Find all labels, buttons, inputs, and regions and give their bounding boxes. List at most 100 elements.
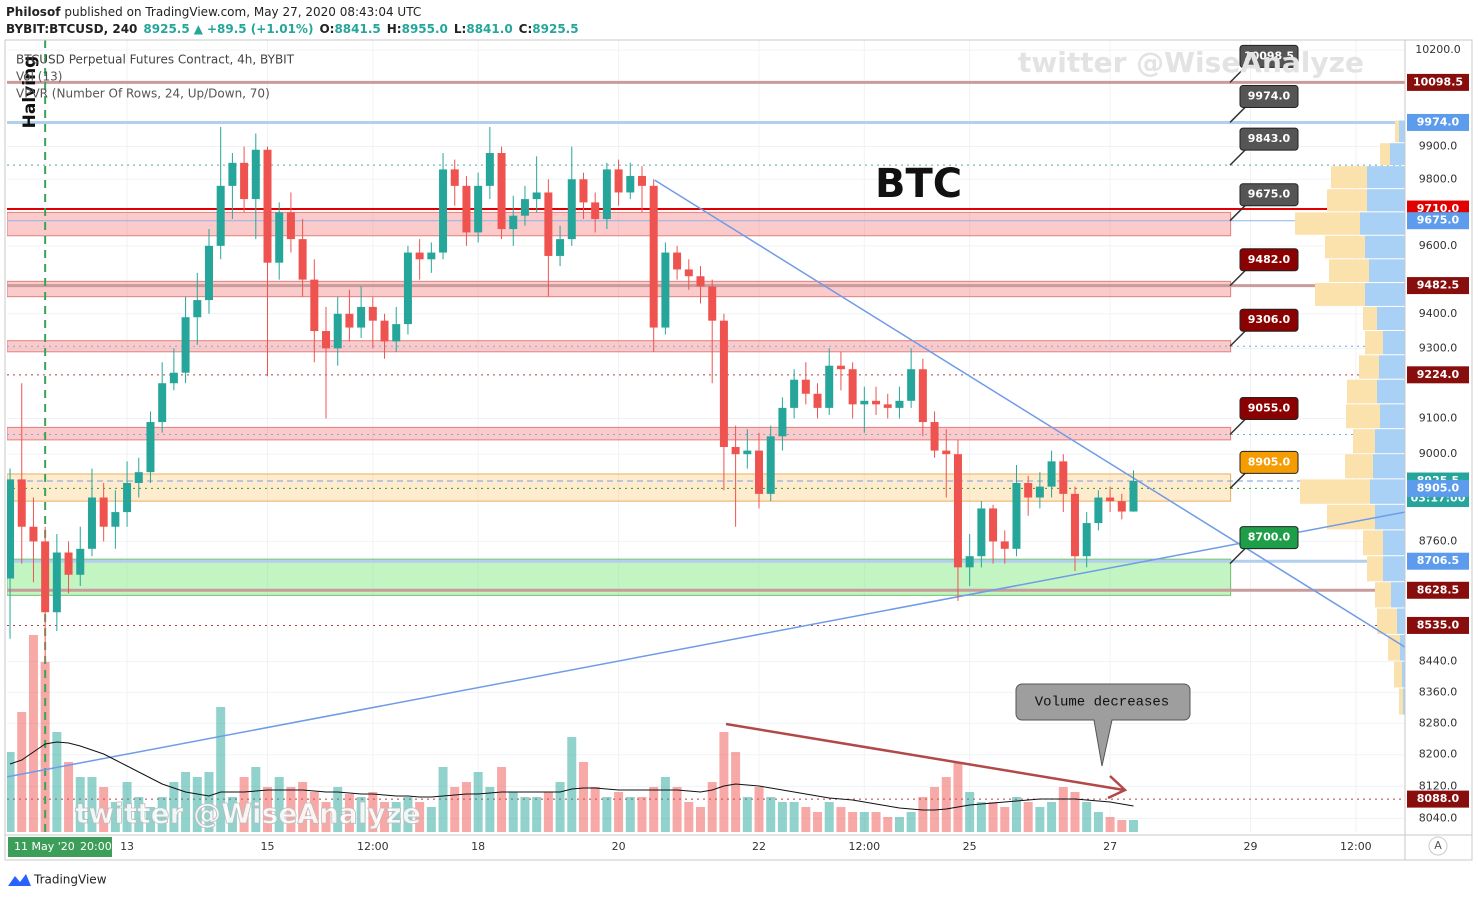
callout-pointer — [1229, 269, 1247, 287]
candle-body — [368, 306, 377, 321]
symbol-line: BYBIT:BTCUSD, 240 8925.5 ▲ +89.5 (+1.01%) O:… — [6, 22, 579, 36]
candle-body — [193, 300, 202, 318]
candle-body — [579, 179, 588, 203]
x-tick-label: 25 — [963, 840, 977, 853]
x-tick-label: 29 — [1244, 840, 1258, 853]
callout-box — [1239, 84, 1299, 108]
candle-body — [275, 212, 284, 263]
candle-body — [134, 472, 143, 484]
y-tick-label: 9900.0 — [1419, 139, 1458, 152]
candle-body — [427, 252, 436, 260]
candle-body — [1070, 493, 1079, 557]
change: +89.5 (+1.01%) — [207, 22, 314, 36]
candle-body — [380, 320, 389, 342]
symbol: BYBIT:BTCUSD, 240 — [6, 22, 137, 36]
candle-body — [204, 245, 213, 301]
candle-body — [169, 372, 178, 384]
y-tick-label: 8120.0 — [1419, 779, 1458, 792]
y-tick-label: 9300.0 — [1419, 341, 1458, 354]
vpvr-down — [1315, 283, 1365, 306]
crosshair-time-box — [8, 837, 112, 857]
candle-body — [123, 483, 132, 513]
volume-bar — [906, 812, 916, 832]
price-label: 10098.5 — [1413, 75, 1463, 88]
candle-body — [731, 447, 740, 455]
vpvr-up — [1380, 404, 1405, 429]
price-label: 8628.5 — [1417, 583, 1459, 596]
price-label: 8706.5 — [1417, 554, 1459, 567]
callout-box — [1239, 127, 1299, 151]
volume-bar — [918, 797, 928, 832]
candle-body — [41, 541, 50, 613]
volume-bar — [824, 802, 834, 832]
vpvr-up — [1373, 454, 1405, 479]
x-tick-label: 12:00 — [357, 840, 389, 853]
publish-line: Philosof published on TradingView.com, Ma… — [6, 5, 421, 19]
y-tick-label: 9400.0 — [1419, 307, 1458, 320]
candle-body — [766, 436, 775, 494]
watermark: twitter @WiseAnalyze — [75, 797, 421, 830]
candle-body — [286, 212, 295, 240]
price-label: 9224.0 — [1417, 368, 1460, 381]
volume-bar — [988, 802, 998, 832]
logo-mark — [8, 874, 31, 886]
vpvr-down — [1325, 235, 1365, 259]
volume-bar — [134, 797, 144, 832]
trendline — [654, 179, 1405, 648]
candle-body — [637, 175, 646, 186]
volume-bar — [742, 797, 752, 832]
candle-body — [99, 497, 108, 527]
volume-bar — [181, 772, 191, 832]
candle-body — [755, 450, 764, 494]
volume-bar — [216, 707, 226, 832]
candle-body — [17, 479, 26, 527]
volume-bar — [28, 635, 38, 832]
candle-body — [661, 252, 670, 328]
volume-bar — [883, 817, 893, 832]
volume-bar — [684, 802, 694, 832]
volume-bar — [461, 782, 471, 832]
volume-bar — [497, 767, 507, 832]
candle-body — [240, 162, 249, 200]
vpvr-up — [1390, 143, 1405, 166]
vpvr-down — [1347, 379, 1377, 404]
volume-bar — [813, 812, 823, 832]
callout-pointer — [1229, 417, 1247, 436]
candle-body — [778, 407, 787, 437]
candle-body — [298, 239, 307, 280]
candle-body — [813, 393, 822, 408]
auto-scale-label[interactable]: A — [1434, 839, 1442, 852]
vpvr-up — [1360, 212, 1405, 235]
volume-bar — [239, 777, 249, 832]
candle-body — [228, 162, 237, 186]
candle-body — [1000, 541, 1009, 549]
candle-body — [322, 331, 331, 349]
volume-bar — [227, 797, 237, 832]
price-label: 9974.0 — [1417, 115, 1460, 128]
price-label-box — [1407, 366, 1469, 384]
volume-bar — [380, 802, 390, 832]
price-label-box — [1407, 277, 1469, 295]
candle-body — [860, 400, 869, 405]
candle-body — [462, 185, 471, 233]
candle-body — [649, 185, 658, 328]
volume-bar — [543, 792, 553, 832]
callout-box — [1239, 44, 1299, 68]
callout-pointer — [1229, 148, 1247, 166]
volume-bar — [754, 787, 764, 832]
auto-scale-button[interactable] — [1428, 836, 1448, 856]
vpvr-down — [1399, 688, 1403, 715]
price-label: 8535.0 — [1417, 618, 1460, 631]
candle-body — [989, 508, 998, 542]
halving-label: Halving — [20, 56, 40, 129]
vpvr-down — [1363, 530, 1383, 556]
volume-bar — [251, 767, 261, 832]
volume-bar — [766, 797, 776, 832]
volume-bar — [789, 802, 799, 832]
candle-body — [29, 526, 38, 542]
volume-bar — [204, 772, 214, 832]
volume-bar — [473, 772, 483, 832]
volume-bar — [110, 802, 120, 832]
candle-body — [614, 169, 623, 193]
x-tick-label: 12:00 — [848, 840, 880, 853]
